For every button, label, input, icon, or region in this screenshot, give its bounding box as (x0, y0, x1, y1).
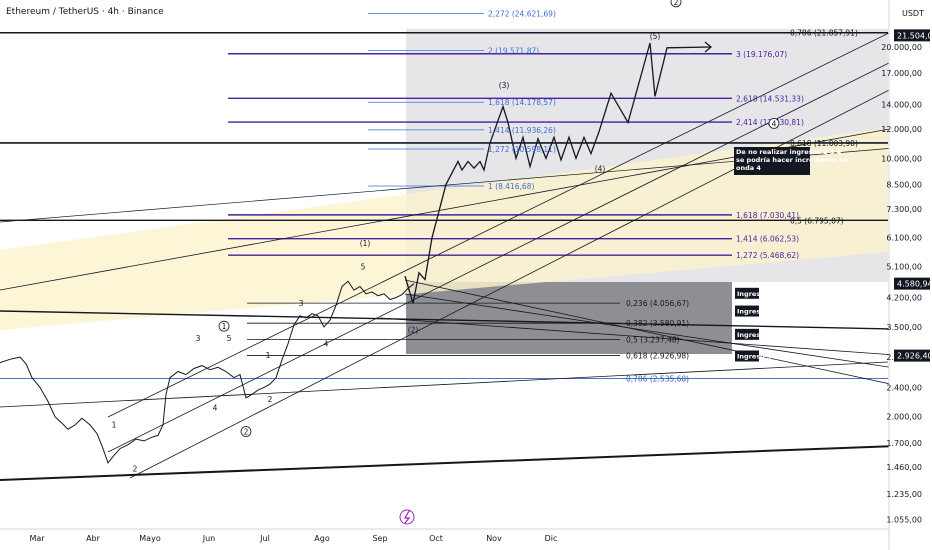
time-tick-label: Nov (486, 534, 502, 543)
price-tick-label: 14.000,00 (881, 100, 922, 109)
time-tick-label: Abr (86, 534, 101, 543)
wave-label: (4) (595, 165, 606, 174)
wave-label: (3) (499, 81, 510, 90)
event-lightning-icon[interactable] (400, 510, 414, 524)
extension-level-label: 1 (8.416,68) (488, 182, 534, 191)
wave-label: 3 (196, 334, 201, 343)
wave-label: (1) (360, 239, 371, 248)
price-tag-label: 2.926,40 (897, 352, 932, 361)
fib-level-label: 2,618 (14.531,33) (736, 94, 804, 103)
price-tick-label: 20.000,00 (881, 43, 922, 52)
fib-level-label: 0,786 (21.857,91) (790, 29, 858, 38)
price-tick-label: 10.000,00 (881, 154, 922, 163)
time-tick-label: Jul (259, 534, 270, 543)
price-tag-label: 21.504,03 (897, 31, 932, 40)
fib-level-label: 0,382 (3.580,91) (626, 319, 689, 328)
extension-level-label: 1,272 (10.598,11) (488, 145, 556, 154)
ingreso-label: Ingreso 1 (737, 290, 772, 298)
price-tick-label: 2.000,00 (886, 413, 922, 422)
price-tick-label: 5.100,00 (886, 262, 922, 271)
time-tick-label: Jun (202, 534, 216, 543)
ingreso-label: Ingreso 2 (737, 308, 771, 316)
chart-title: Ethereum / TetherUS · 4h · Binance (6, 7, 164, 17)
note-line: onda 4 (736, 164, 761, 172)
price-tick-label: 6.100,00 (886, 234, 922, 243)
ingreso-label: Ingreso 3 (737, 331, 771, 339)
wave-label: (2) (408, 325, 419, 334)
wave-label: 1 (266, 351, 271, 360)
wave-label: 2 (268, 395, 273, 404)
price-tick-label: 1.055,00 (886, 515, 922, 524)
wave-label: 4 (324, 339, 329, 348)
price-tick-label: 1.460,00 (886, 463, 922, 472)
wave-label: (5) (650, 32, 661, 41)
time-tick-label: Oct (429, 534, 443, 543)
lower-entry-zone (406, 282, 732, 354)
price-tick-label: 17.000,00 (881, 69, 922, 78)
wave-label: 3 (299, 299, 304, 308)
price-tick-label: 7.300,00 (886, 205, 922, 214)
price-axis-unit: USDT (902, 9, 924, 18)
price-tick-label: 8.500,00 (886, 180, 922, 189)
price-tick-label: 12.000,00 (881, 125, 922, 134)
price-tick-label: 3.500,00 (886, 323, 922, 332)
fib-level-label: 0,5 (3.237,48) (626, 335, 680, 344)
extension-level-label: 2,272 (24.621,69) (488, 10, 556, 19)
time-tick-label: Dic (545, 534, 558, 543)
wave-label: 5 (361, 263, 366, 272)
note-line: se podría hacer incremento en (736, 156, 849, 164)
wave-label: 4 (213, 403, 218, 412)
price-tick-label: 1.700,00 (886, 439, 922, 448)
wave-circle-label: 1 (222, 322, 227, 331)
fib-level-label: 1,272 (5.468,62) (736, 251, 799, 260)
price-tick-label: 1.235,00 (886, 490, 922, 499)
price-tick-label: 4.200,00 (886, 294, 922, 303)
fib-level-label: 1,414 (6.062,53) (736, 235, 799, 244)
fib-level-label: 0,786 (2.535,60) (626, 375, 689, 384)
extension-level-label: 2 (19.571,87) (488, 46, 539, 55)
wave-label: 2 (133, 465, 138, 474)
wave-label: 5 (227, 334, 232, 343)
wave-label: 1 (112, 420, 117, 429)
extension-level-label: 1,618 (14.178,57) (488, 98, 556, 107)
note-line: De no realizar ingresos 2 3 4 (736, 148, 842, 156)
wave-circle-label: 2 (674, 0, 679, 7)
ingreso-label: Ingreso 4 (737, 352, 772, 360)
fib-level-label: 3 (19.176,07) (736, 50, 787, 59)
wave-circle-label: 2 (244, 428, 249, 437)
wave-circle-label: 4 (772, 119, 777, 128)
time-tick-label: Sep (372, 534, 387, 543)
time-tick-label: Ago (314, 534, 330, 543)
fib-level-label: 0,236 (4.056,67) (626, 299, 689, 308)
price-tick-label: 2.400,00 (886, 383, 922, 392)
fib-level-label: 0,618 (2.926,98) (626, 352, 689, 361)
extension-level-label: 1,414 (11.936,26) (488, 126, 556, 135)
time-tick-label: Mayo (139, 534, 161, 543)
price-tag-label: 4.580,94 (897, 280, 932, 289)
fib-level-label: 0,5 (6.795,07) (790, 216, 844, 225)
fib-level-label: 0,618 (11.003,90) (790, 139, 858, 148)
time-tick-label: Mar (29, 534, 45, 543)
